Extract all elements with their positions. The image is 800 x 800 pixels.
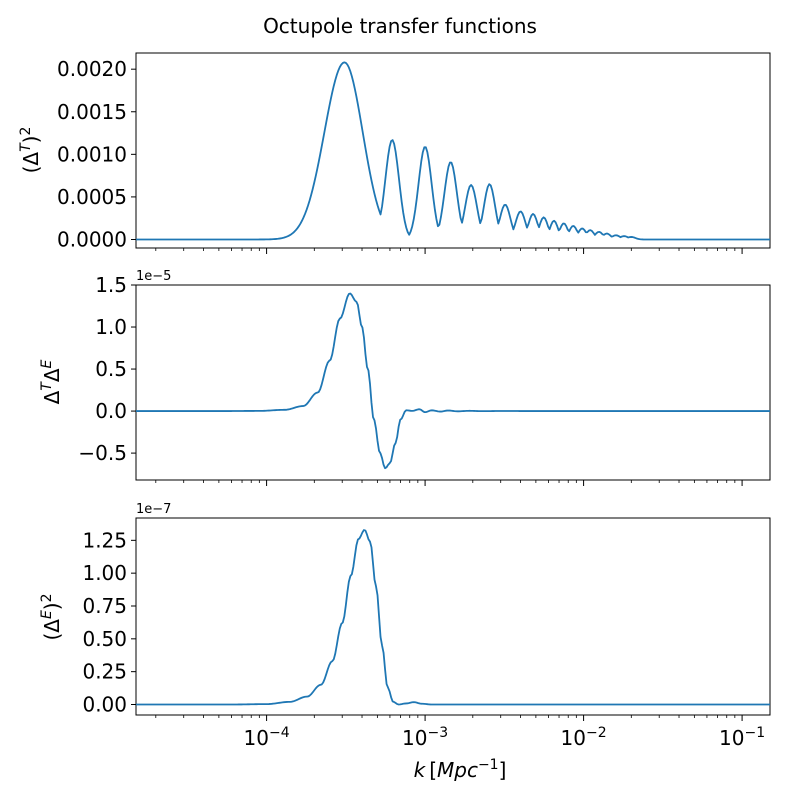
y-tick-label: 1.5 <box>95 273 127 297</box>
x-ticks-cross <box>155 480 743 486</box>
x-ticks-temperature <box>155 248 743 254</box>
plot-frame-cross <box>135 284 771 481</box>
panel-cross: −0.5 0.0 0.5 1.0 1.5 1e−5 ΔTΔE <box>39 269 771 486</box>
x-tick-label: 10−1 <box>719 725 765 750</box>
y-tick-label: 1.25 <box>82 528 127 552</box>
y-tick-label: 0.00 <box>82 692 127 716</box>
x-ticks-polarization: 10−4 10−3 10−2 10−1 <box>155 715 765 750</box>
y-tick-label: 0.0000 <box>57 227 127 251</box>
y-tick-label: −0.5 <box>78 441 127 465</box>
y-tick-label: 0.0020 <box>57 57 127 81</box>
offset-text-polarization: 1e−7 <box>136 502 171 517</box>
x-tick-label: 10−3 <box>402 725 448 750</box>
y-tick-label: 1.00 <box>82 561 127 585</box>
series-line-temperature <box>136 61 770 241</box>
y-ticks-temperature: 0.0000 0.0005 0.0010 0.0015 0.0020 <box>57 57 136 251</box>
y-tick-label: 0.0005 <box>57 185 127 209</box>
y-tick-label: 0.75 <box>82 594 127 618</box>
y-tick-label: 0.50 <box>82 627 127 651</box>
y-ticks-cross: −0.5 0.0 0.5 1.0 1.5 <box>78 273 136 465</box>
y-tick-label: 1.0 <box>95 315 127 339</box>
y-tick-label: 0.0 <box>95 399 127 423</box>
y-tick-label: 0.5 <box>95 357 127 381</box>
figure-title: Octupole transfer functions <box>263 14 537 38</box>
y-axis-label-temperature: (ΔT)2 <box>18 127 43 174</box>
panel-temperature: 0.0000 0.0005 0.0010 0.0015 0.0020 (ΔT)2 <box>18 52 771 254</box>
series-line-cross <box>136 292 770 470</box>
x-tick-label: 10−4 <box>244 725 290 750</box>
y-tick-label: 0.0010 <box>57 142 127 166</box>
panel-polarization: 0.000.250.500.751.001.25 10−4 10−3 10−2 10−… <box>39 502 771 750</box>
y-ticks-polarization: 0.00 0.25 0.50 0.75 1.00 1.25 <box>82 528 136 716</box>
offset-text-cross: 1e−5 <box>136 269 171 284</box>
series-line-polarization <box>136 529 770 706</box>
y-tick-label: 0.25 <box>82 660 127 684</box>
y-axis-label-polarization: (ΔE)2 <box>39 593 64 640</box>
x-tick-label: 10−2 <box>561 725 607 750</box>
x-axis-label: k [Mpc−1] <box>414 757 507 782</box>
plot-frame-polarization <box>135 517 771 716</box>
y-tick-label: 0.0015 <box>57 100 127 124</box>
plot-frame-temperature <box>135 52 771 249</box>
y-axis-label-cross: ΔTΔE <box>39 359 64 404</box>
